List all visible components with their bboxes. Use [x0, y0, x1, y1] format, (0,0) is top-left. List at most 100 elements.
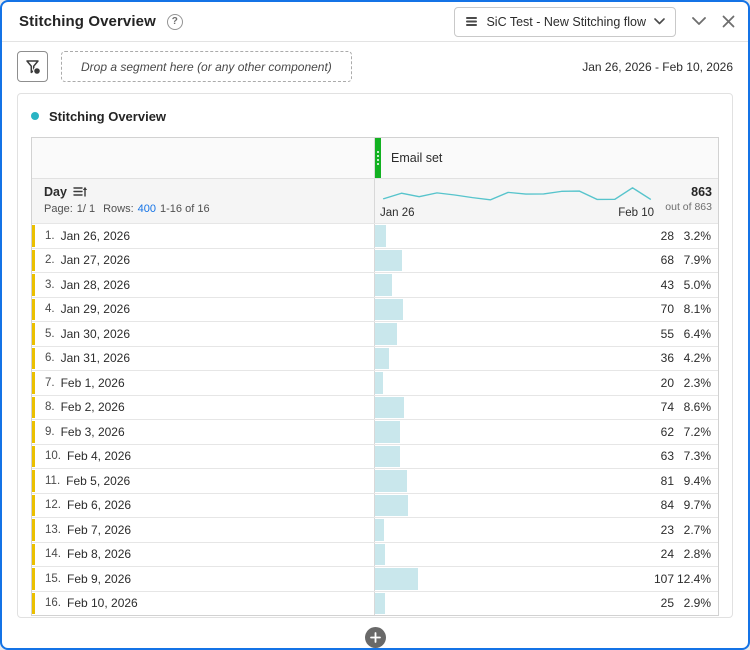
- value-bar: [375, 592, 385, 614]
- row-percent: 6.4%: [683, 326, 711, 341]
- dimension-marker: [32, 592, 35, 614]
- value-cell[interactable]: 70 8.1%: [375, 298, 718, 322]
- value-cell[interactable]: 24 2.8%: [375, 543, 718, 567]
- row-percent: 5.0%: [683, 277, 711, 292]
- row-value: 28: [660, 228, 674, 243]
- panel-title: Stitching Overview: [49, 108, 167, 124]
- table-row[interactable]: 6. Jan 31, 2026 36 4.2%: [32, 345, 718, 371]
- dataset-icon: [465, 15, 478, 28]
- row-date: Jan 31, 2026: [60, 351, 130, 366]
- dimension-cell[interactable]: 9. Feb 3, 2026: [32, 420, 375, 444]
- table-row[interactable]: 10. Feb 4, 2026 63 7.3%: [32, 443, 718, 469]
- row-percent: 2.3%: [683, 375, 711, 390]
- add-panel-button[interactable]: [364, 627, 386, 648]
- table-column-header-row: Email set: [32, 138, 718, 178]
- row-index: 16.: [45, 597, 61, 610]
- dimension-cell[interactable]: 2. Jan 27, 2026: [32, 248, 375, 272]
- dimension-cell[interactable]: 11. Feb 5, 2026: [32, 469, 375, 493]
- dimension-marker: [32, 519, 35, 541]
- collapse-panel-icon[interactable]: [692, 17, 706, 26]
- row-value: 70: [660, 302, 674, 317]
- freeform-table: Email set Day Page: 1/ 1 Rows:: [31, 137, 719, 616]
- value-bar: [375, 323, 397, 345]
- dimension-cell[interactable]: 12. Feb 6, 2026: [32, 493, 375, 517]
- row-index: 14.: [45, 548, 61, 561]
- dimension-cell[interactable]: 13. Feb 7, 2026: [32, 518, 375, 542]
- dimension-label: Day: [44, 185, 67, 199]
- value-bar: [375, 445, 401, 467]
- value-cell[interactable]: 36 4.2%: [375, 347, 718, 371]
- dataset-selector[interactable]: SiC Test - New Stitching flow: [454, 6, 676, 37]
- table-row[interactable]: 12. Feb 6, 2026 84 9.7%: [32, 492, 718, 518]
- value-cell[interactable]: 84 9.7%: [375, 494, 718, 518]
- row-index: 15.: [45, 572, 61, 585]
- close-icon[interactable]: [722, 15, 735, 28]
- table-row[interactable]: 2. Jan 27, 2026 68 7.9%: [32, 247, 718, 273]
- value-cell[interactable]: 62 7.2%: [375, 420, 718, 444]
- value-cell[interactable]: 23 2.7%: [375, 518, 718, 542]
- panel-title-row: Stitching Overview: [31, 104, 719, 128]
- date-range[interactable]: Jan 26, 2026 - Feb 10, 2026: [582, 59, 733, 74]
- sort-icon[interactable]: [73, 186, 88, 198]
- table-row[interactable]: 7. Feb 1, 2026 20 2.3%: [32, 370, 718, 395]
- row-date: Feb 7, 2026: [67, 522, 132, 537]
- value-cell[interactable]: 107 12.4%: [375, 567, 718, 591]
- dimension-header-cell[interactable]: Day Page: 1/ 1 Rows: 400 1-16 of 16: [32, 179, 375, 223]
- dimension-cell[interactable]: 1. Jan 26, 2026: [32, 224, 375, 248]
- table-row[interactable]: 1. Jan 26, 2026 28 3.2%: [32, 223, 718, 248]
- table-row[interactable]: 16. Feb 10, 2026 25 2.9%: [32, 590, 718, 616]
- row-value: 23: [660, 522, 674, 537]
- dimension-cell[interactable]: 7. Feb 1, 2026: [32, 371, 375, 395]
- segment-filter-button[interactable]: [17, 51, 48, 82]
- value-bar: [375, 421, 400, 443]
- row-index: 10.: [45, 450, 61, 463]
- segment-drop-zone[interactable]: Drop a segment here (or any other compon…: [61, 51, 352, 82]
- row-date: Jan 27, 2026: [60, 253, 130, 268]
- rows-count-link[interactable]: 400: [137, 203, 157, 215]
- row-value: 107: [653, 571, 674, 586]
- table-row[interactable]: 11. Feb 5, 2026 81 9.4%: [32, 468, 718, 493]
- table-row[interactable]: 8. Feb 2, 2026 74 8.6%: [32, 394, 718, 420]
- row-percent: 7.9%: [683, 253, 711, 268]
- table-row[interactable]: 9. Feb 3, 2026 62 7.2%: [32, 419, 718, 444]
- value-cell[interactable]: 81 9.4%: [375, 469, 718, 493]
- table-row[interactable]: 4. Jan 29, 2026 70 8.1%: [32, 296, 718, 322]
- table-dimension-header-row: Day Page: 1/ 1 Rows: 400 1-16 of 16: [32, 178, 718, 223]
- value-cell[interactable]: 20 2.3%: [375, 371, 718, 395]
- value-cell[interactable]: 68 7.9%: [375, 249, 718, 273]
- total-subtext: out of 863: [665, 201, 712, 213]
- value-cell[interactable]: 63 7.3%: [375, 445, 718, 469]
- dimension-cell[interactable]: 16. Feb 10, 2026: [32, 591, 375, 615]
- row-percent: 9.4%: [683, 473, 711, 488]
- dimension-cell[interactable]: 8. Feb 2, 2026: [32, 395, 375, 419]
- dimension-cell[interactable]: 6. Jan 31, 2026: [32, 346, 375, 370]
- row-percent: 2.8%: [683, 547, 711, 562]
- dimension-cell[interactable]: 4. Jan 29, 2026: [32, 297, 375, 321]
- value-cell[interactable]: 55 6.4%: [375, 322, 718, 346]
- value-cell[interactable]: 25 2.9%: [375, 592, 718, 616]
- value-bar: [375, 347, 390, 369]
- dimension-cell[interactable]: 10. Feb 4, 2026: [32, 444, 375, 468]
- help-icon[interactable]: ?: [166, 13, 183, 30]
- row-index: 12.: [45, 499, 61, 512]
- column-drag-handle-icon[interactable]: [375, 138, 381, 178]
- value-cell[interactable]: 43 5.0%: [375, 273, 718, 297]
- column-total-cell[interactable]: Jan 26 Feb 10 863 out of 863: [375, 179, 718, 223]
- value-cell[interactable]: 74 8.6%: [375, 396, 718, 420]
- table-row[interactable]: 13. Feb 7, 2026 23 2.7%: [32, 517, 718, 542]
- table-row[interactable]: 15. Feb 9, 2026 107 12.4%: [32, 566, 718, 591]
- table-row[interactable]: 3. Jan 28, 2026 43 5.0%: [32, 272, 718, 297]
- column-header-cell[interactable]: Email set: [375, 138, 718, 178]
- dimension-cell[interactable]: 5. Jan 30, 2026: [32, 322, 375, 346]
- panel-bullet-icon: [31, 112, 39, 120]
- row-percent: 12.4%: [676, 571, 711, 586]
- dimension-cell[interactable]: 15. Feb 9, 2026: [32, 567, 375, 591]
- row-percent: 2.9%: [683, 596, 711, 611]
- dimension-cell[interactable]: 14. Feb 8, 2026: [32, 542, 375, 566]
- table-row[interactable]: 14. Feb 8, 2026 24 2.8%: [32, 541, 718, 567]
- row-date: Feb 10, 2026: [67, 596, 138, 611]
- sparkline-start-label: Jan 26: [380, 207, 415, 219]
- table-row[interactable]: 5. Jan 30, 2026 55 6.4%: [32, 321, 718, 346]
- value-cell[interactable]: 28 3.2%: [375, 224, 718, 248]
- dimension-cell[interactable]: 3. Jan 28, 2026: [32, 273, 375, 297]
